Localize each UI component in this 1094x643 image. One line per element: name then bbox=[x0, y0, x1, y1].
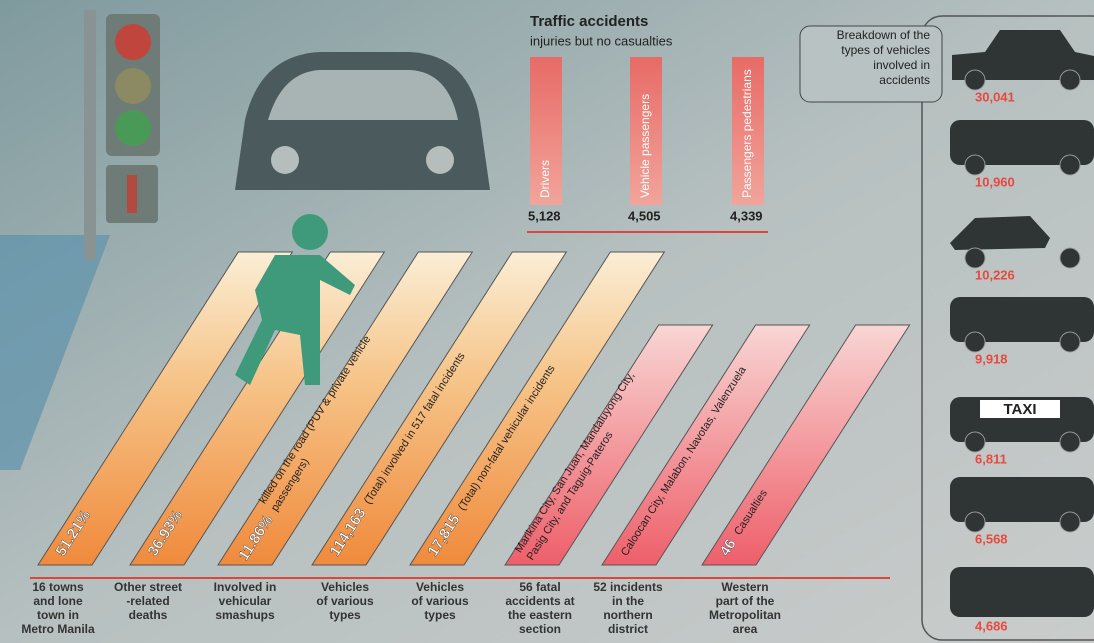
caption: 52 incidents bbox=[593, 580, 663, 594]
caption: district bbox=[608, 622, 648, 636]
wheel bbox=[965, 432, 985, 452]
caption: and lone bbox=[33, 594, 83, 608]
red-lamp bbox=[115, 24, 151, 60]
caption: town in bbox=[37, 608, 79, 622]
taxi-sign: TAXI bbox=[1003, 401, 1036, 418]
caption: Metro Manila bbox=[21, 622, 95, 636]
green-lamp bbox=[115, 110, 151, 146]
wheel bbox=[965, 155, 985, 175]
headlight bbox=[271, 146, 299, 174]
caption: northern bbox=[603, 608, 652, 622]
caption: Involved in bbox=[214, 580, 277, 594]
wheel bbox=[1060, 248, 1080, 268]
vehicle-count: 4,686 bbox=[975, 618, 1008, 633]
vehicle-count: 10,226 bbox=[975, 267, 1015, 282]
wheel bbox=[1060, 155, 1080, 175]
caption: 56 fatal bbox=[519, 580, 560, 594]
caption: Western bbox=[721, 580, 768, 594]
bar-label: Drivers bbox=[538, 160, 552, 198]
headlight bbox=[426, 146, 454, 174]
caption: in the bbox=[612, 594, 644, 608]
caption: the eastern bbox=[508, 608, 572, 622]
caption: Vehicles bbox=[416, 580, 464, 594]
bar-value: 5,128 bbox=[528, 208, 561, 223]
wheel bbox=[1060, 512, 1080, 532]
bar-label: Vehicle passengers bbox=[638, 94, 652, 198]
wheel bbox=[965, 70, 985, 90]
light-pole bbox=[84, 10, 96, 260]
caption: area bbox=[733, 622, 758, 636]
caption: deaths bbox=[129, 608, 168, 622]
wheel bbox=[965, 512, 985, 532]
caption: smashups bbox=[215, 608, 275, 622]
caption: Vehicles bbox=[321, 580, 369, 594]
injuries-subtitle: injuries but no casualties bbox=[530, 33, 673, 48]
infographic: Traffic accidents injuries but no casual… bbox=[0, 0, 1094, 643]
vehicle-count: 6,811 bbox=[975, 451, 1007, 466]
caption: 16 towns bbox=[32, 580, 84, 594]
caption: of various bbox=[411, 594, 469, 608]
caption: of various bbox=[316, 594, 374, 608]
wheel bbox=[1060, 332, 1080, 352]
wheel bbox=[965, 248, 985, 268]
wheel bbox=[965, 332, 985, 352]
bar-label: Passengers pedestrians bbox=[740, 69, 754, 198]
vehicle-count: 9,918 bbox=[975, 351, 1008, 366]
vehicle-count: 10,960 bbox=[975, 174, 1015, 189]
pedestrian-icon bbox=[127, 175, 137, 213]
vehicle-count: 6,568 bbox=[975, 531, 1008, 546]
caption: -related bbox=[126, 594, 169, 608]
bar-value: 4,505 bbox=[628, 208, 661, 223]
wheel bbox=[1060, 70, 1080, 90]
yellow-lamp bbox=[115, 68, 151, 104]
caption: Other street bbox=[114, 580, 182, 594]
caption: part of the bbox=[716, 594, 775, 608]
vehicle-icon bbox=[950, 567, 1094, 617]
caption: types bbox=[424, 608, 456, 622]
injuries-title: Traffic accidents bbox=[530, 13, 648, 30]
caption: types bbox=[329, 608, 361, 622]
caption: section bbox=[519, 622, 561, 636]
caption: accidents at bbox=[505, 594, 574, 608]
bar-value: 4,339 bbox=[730, 208, 763, 223]
wheel bbox=[1060, 432, 1080, 452]
caption: Metropolitan bbox=[709, 608, 781, 622]
car-window bbox=[268, 70, 458, 120]
vehicle-count: 30,041 bbox=[975, 89, 1015, 104]
caption: vehicular bbox=[219, 594, 272, 608]
